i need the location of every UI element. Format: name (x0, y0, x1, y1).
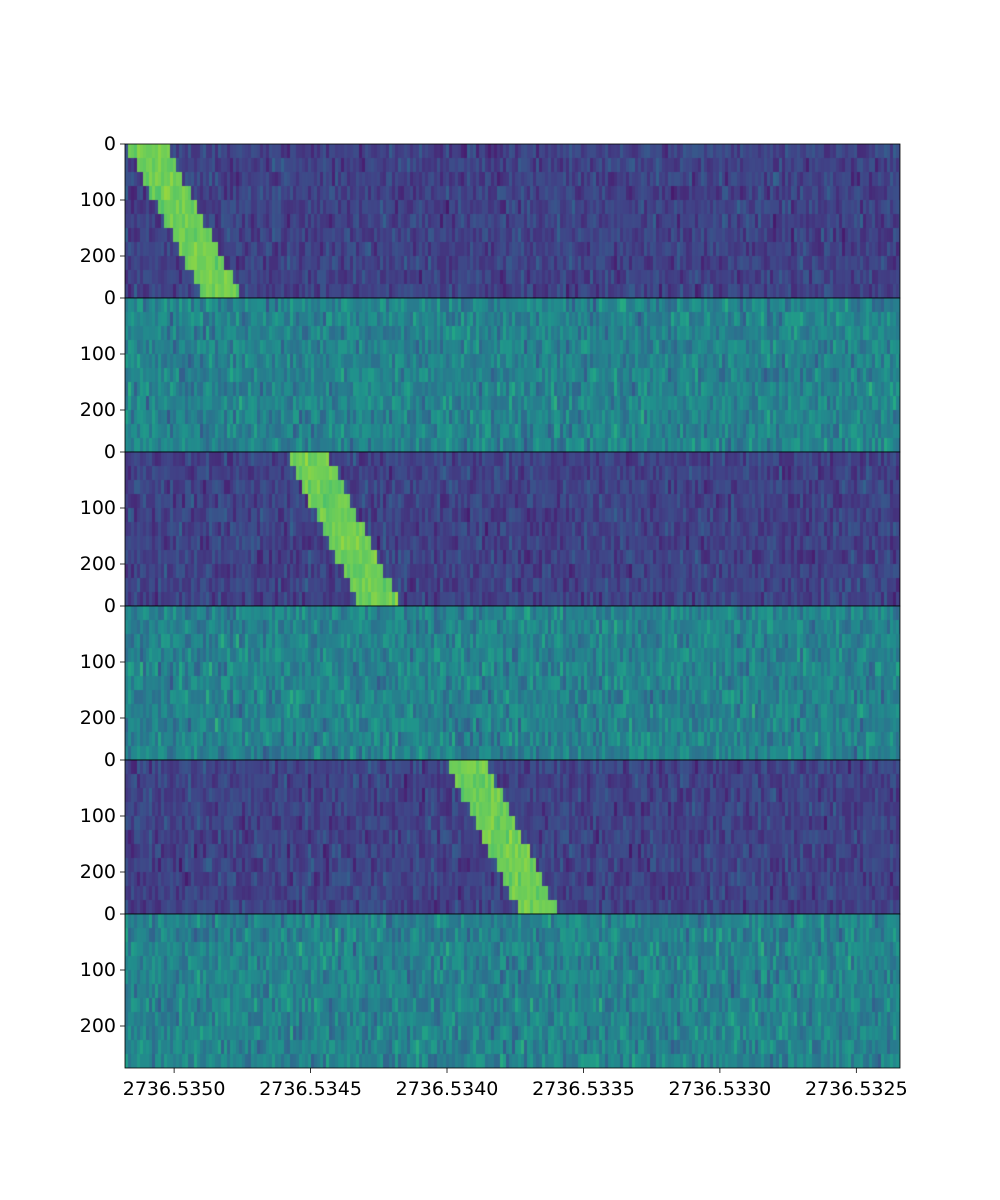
waterfall-panels (124, 143, 901, 1069)
panel-2-heatmap (125, 298, 900, 452)
y-tick-label: 0 (104, 749, 116, 771)
y-tick-label: 200 (80, 245, 116, 267)
y-tick-label: 200 (80, 707, 116, 729)
y-tick-label: 100 (80, 343, 116, 365)
x-tick-label: 2736.5330 (669, 1078, 772, 1100)
x-tick-label: 2736.5325 (805, 1078, 908, 1100)
y-tick-label: 200 (80, 553, 116, 575)
waterfall-panel-6 (124, 913, 901, 1069)
x-tick-label: 2736.5350 (123, 1078, 226, 1100)
x-tick-label: 2736.5345 (259, 1078, 362, 1100)
y-tick-label: 0 (104, 287, 116, 309)
panel-6-frame (124, 913, 901, 1069)
panel-6-heatmap (125, 914, 900, 1068)
y-tick-label: 100 (80, 497, 116, 519)
y-tick-label: 100 (80, 959, 116, 981)
x-tick-label: 2736.5335 (532, 1078, 635, 1100)
panel-5-heatmap (125, 760, 900, 914)
waterfall-panel-5 (124, 759, 901, 915)
y-tick-label: 200 (80, 861, 116, 883)
waterfall-panel-1 (124, 143, 901, 299)
y-tick-label: 0 (104, 903, 116, 925)
waterfall-panel-3 (124, 451, 901, 607)
y-tick-label: 0 (104, 133, 116, 155)
waterfall-panel-4 (124, 605, 901, 761)
y-tick-label: 100 (80, 189, 116, 211)
x-axis: 2736.5350 2736.5345 2736.5340 2736.5335 2736… (123, 1068, 908, 1100)
panel-4-heatmap (125, 606, 900, 760)
x-tick-label: 2736.5340 (396, 1078, 499, 1100)
y-tick-label: 0 (104, 441, 116, 463)
panel-1-heatmap (125, 144, 900, 298)
y-tick-label: 0 (104, 595, 116, 617)
waterfall-panel-2 (124, 297, 901, 453)
y-tick-label: 100 (80, 805, 116, 827)
panel-3-heatmap (125, 452, 900, 606)
y-tick-label: 200 (80, 1015, 116, 1037)
y-tick-label: 200 (80, 399, 116, 421)
y-tick-label: 100 (80, 651, 116, 673)
y-axes: 0 100 200 0 100 200 0 100 200 0 100 200 0 100 200 0 100 2… (80, 133, 125, 1037)
